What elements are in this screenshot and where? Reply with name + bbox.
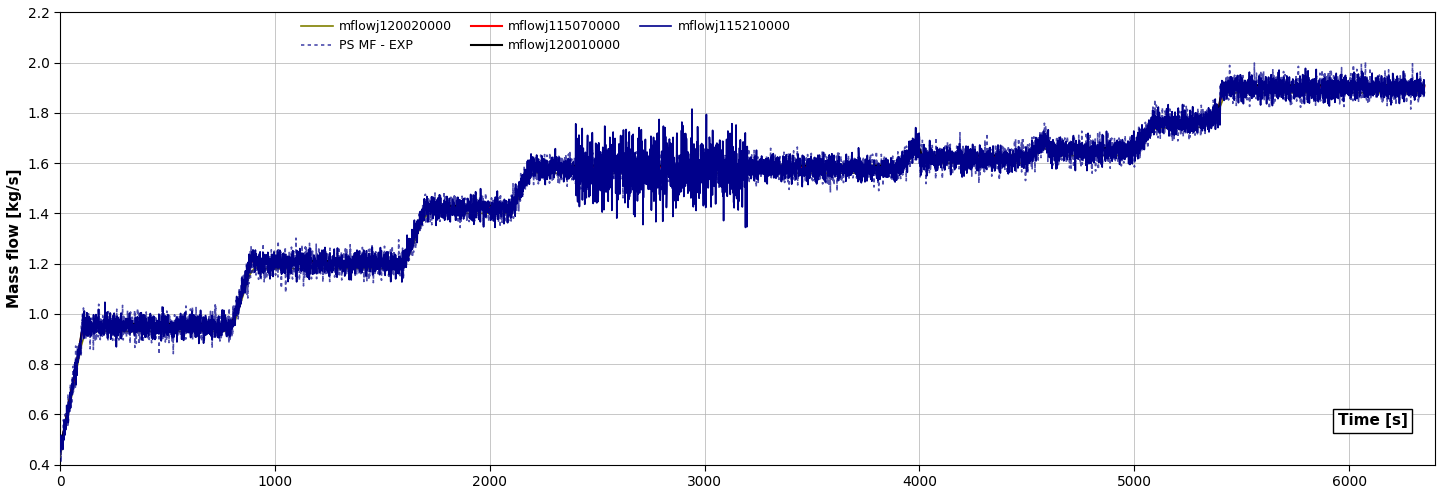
Text: Time [s]: Time [s] <box>1338 414 1407 429</box>
PS MF - EXP <box>1341 79 1358 85</box>
mflowj120010000 <box>200 321 218 327</box>
mflowj120010000 <box>818 163 835 169</box>
mflowj115070000 <box>818 164 835 170</box>
mflowj120020000 <box>849 170 867 176</box>
Line: mflowj115210000: mflowj115210000 <box>61 68 1425 452</box>
Line: mflowj120010000: mflowj120010000 <box>61 85 1425 444</box>
mflowj115070000 <box>200 322 218 328</box>
mflowj115070000 <box>1214 84 1231 90</box>
mflowj115070000 <box>1341 84 1358 90</box>
mflowj115210000 <box>818 159 835 165</box>
PS MF - EXP <box>200 311 218 317</box>
mflowj115210000 <box>1285 94 1302 100</box>
Line: mflowj120020000: mflowj120020000 <box>61 93 1425 457</box>
mflowj120020000 <box>727 170 744 176</box>
mflowj115070000 <box>727 164 744 170</box>
mflowj120020000 <box>1341 90 1358 96</box>
mflowj115210000 <box>1296 65 1314 71</box>
mflowj115070000 <box>52 443 69 449</box>
mflowj115210000 <box>52 446 69 452</box>
mflowj120010000 <box>1214 82 1231 88</box>
PS MF - EXP <box>818 160 835 166</box>
mflowj120020000 <box>200 328 218 334</box>
mflowj115070000 <box>1416 84 1433 90</box>
mflowj120020000 <box>818 170 835 176</box>
mflowj115210000 <box>52 449 69 455</box>
PS MF - EXP <box>52 444 69 450</box>
mflowj120010000 <box>52 441 69 447</box>
mflowj120010000 <box>1341 82 1358 88</box>
PS MF - EXP <box>727 176 744 182</box>
mflowj115070000 <box>849 164 867 170</box>
mflowj115070000 <box>1285 84 1302 90</box>
mflowj120020000 <box>1416 90 1433 96</box>
mflowj115210000 <box>200 320 218 326</box>
mflowj120010000 <box>1416 82 1433 88</box>
Line: PS MF - EXP: PS MF - EXP <box>61 62 1425 462</box>
PS MF - EXP <box>1357 59 1374 65</box>
mflowj120010000 <box>727 163 744 169</box>
PS MF - EXP <box>851 171 868 177</box>
mflowj115210000 <box>727 149 744 155</box>
mflowj115210000 <box>851 151 868 157</box>
mflowj120020000 <box>1285 90 1302 96</box>
mflowj120020000 <box>1217 90 1234 96</box>
mflowj115210000 <box>1343 87 1360 93</box>
mflowj115210000 <box>1416 89 1433 95</box>
PS MF - EXP <box>52 459 69 465</box>
Y-axis label: Mass flow [kg/s]: Mass flow [kg/s] <box>7 169 22 309</box>
Legend: mflowj120020000, PS MF - EXP, mflowj115070000, mflowj120010000, mflowj115210000: mflowj120020000, PS MF - EXP, mflowj1150… <box>296 15 796 57</box>
PS MF - EXP <box>1416 86 1433 92</box>
mflowj120010000 <box>849 163 867 169</box>
mflowj120010000 <box>1285 82 1302 88</box>
mflowj120020000 <box>52 454 69 460</box>
Line: mflowj115070000: mflowj115070000 <box>61 87 1425 446</box>
PS MF - EXP <box>1285 91 1302 97</box>
